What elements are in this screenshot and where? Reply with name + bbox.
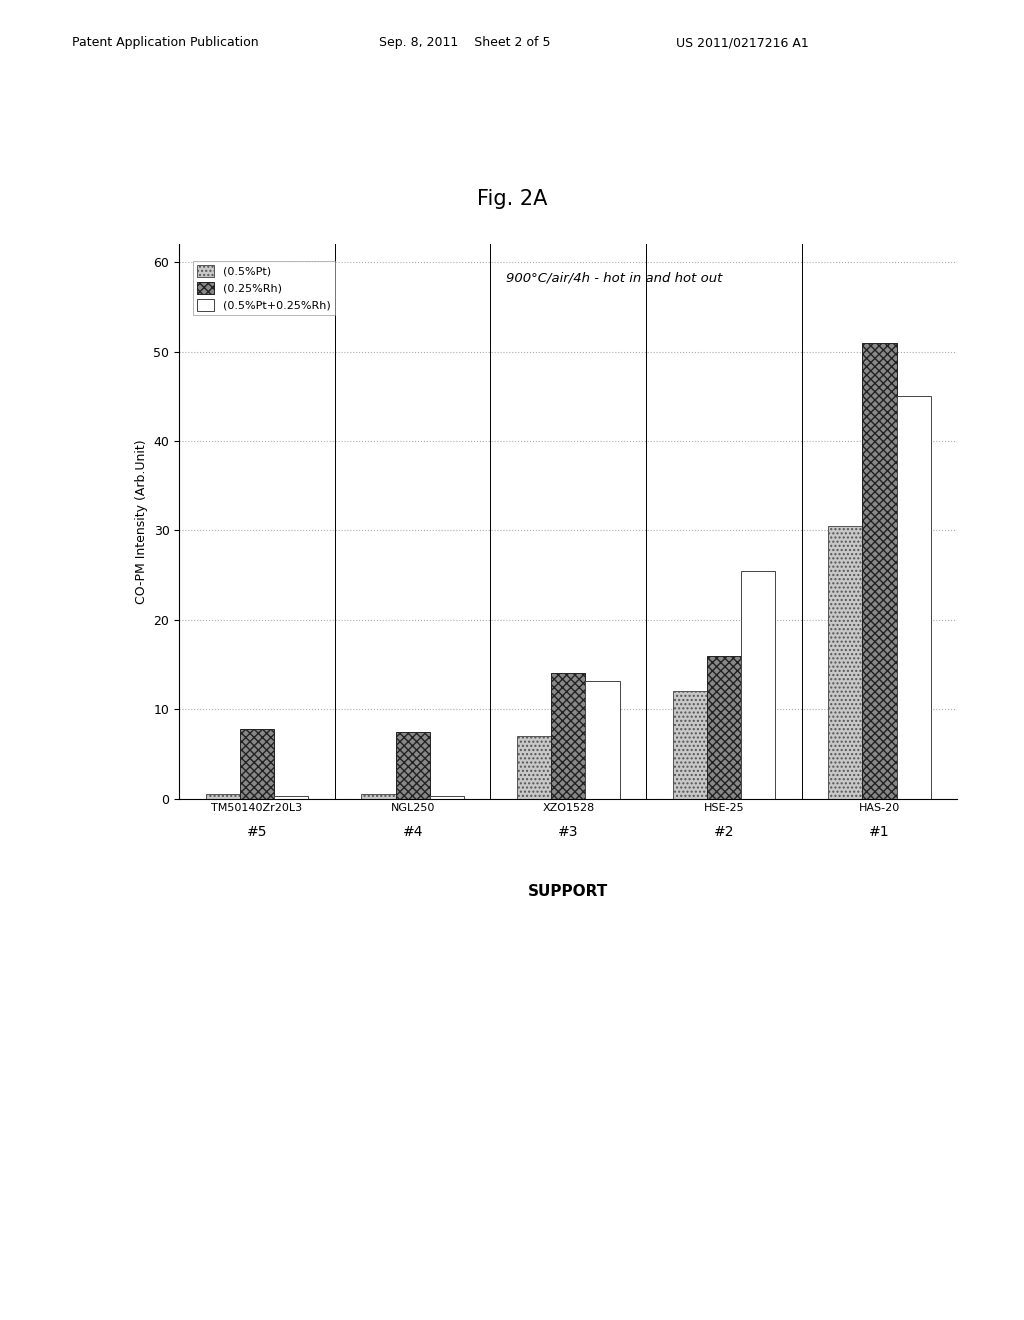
Bar xyxy=(741,570,775,799)
Bar xyxy=(240,729,274,799)
Bar xyxy=(586,681,620,799)
Text: #3: #3 xyxy=(558,825,579,840)
Text: #1: #1 xyxy=(869,825,890,840)
Bar xyxy=(274,796,308,799)
Bar xyxy=(828,525,862,799)
Text: #5: #5 xyxy=(247,825,267,840)
Text: Patent Application Publication: Patent Application Publication xyxy=(72,36,258,49)
Text: US 2011/0217216 A1: US 2011/0217216 A1 xyxy=(676,36,809,49)
Bar xyxy=(517,737,551,799)
Bar xyxy=(395,731,430,799)
Y-axis label: CO-PM Intensity (Arb.Unit): CO-PM Intensity (Arb.Unit) xyxy=(135,440,147,603)
Bar xyxy=(551,673,586,799)
Bar xyxy=(897,396,931,799)
Text: SUPPORT: SUPPORT xyxy=(528,884,608,899)
Bar xyxy=(206,795,240,799)
Bar xyxy=(361,795,395,799)
Text: 900°C/air/4h - hot in and hot out: 900°C/air/4h - hot in and hot out xyxy=(506,272,723,285)
Text: #2: #2 xyxy=(714,825,734,840)
Text: Fig. 2A: Fig. 2A xyxy=(477,189,547,209)
Text: Sep. 8, 2011    Sheet 2 of 5: Sep. 8, 2011 Sheet 2 of 5 xyxy=(379,36,550,49)
Text: #4: #4 xyxy=(402,825,423,840)
Bar xyxy=(673,692,707,799)
Bar xyxy=(862,343,897,799)
Bar xyxy=(430,796,464,799)
Legend: (0.5%Pt), (0.25%Rh), (0.5%Pt+0.25%Rh): (0.5%Pt), (0.25%Rh), (0.5%Pt+0.25%Rh) xyxy=(193,261,335,315)
Bar xyxy=(707,656,741,799)
